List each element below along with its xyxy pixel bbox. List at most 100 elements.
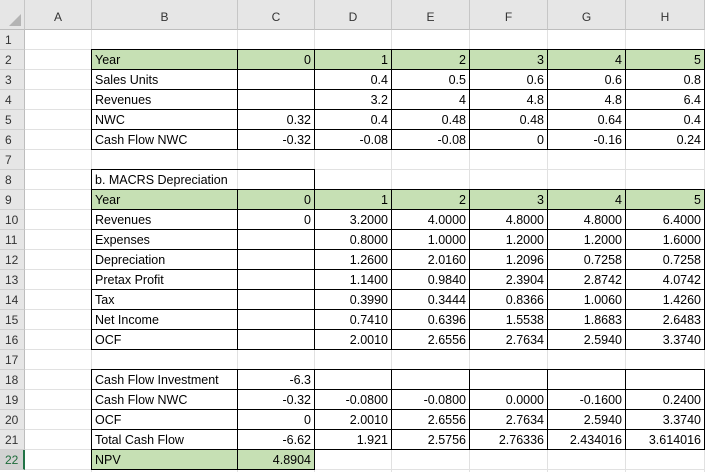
- row-header-18[interactable]: 18: [0, 370, 25, 390]
- cell-E9[interactable]: 2: [391, 189, 470, 210]
- cell-E18[interactable]: [391, 369, 470, 390]
- cell-D21[interactable]: 1.921: [314, 429, 392, 450]
- row-header-5[interactable]: 5: [0, 110, 25, 130]
- cell-F19[interactable]: 0.0000: [469, 389, 548, 410]
- cell-C4[interactable]: [237, 89, 315, 110]
- cell-G9[interactable]: 4: [547, 189, 626, 210]
- cell-F16[interactable]: 2.7634: [469, 329, 548, 350]
- cell-H20[interactable]: 3.3740: [625, 409, 705, 430]
- cell-E10[interactable]: 4.0000: [391, 209, 470, 230]
- row-header-19[interactable]: 19: [0, 390, 25, 410]
- cell-H10[interactable]: 6.4000: [625, 209, 705, 230]
- cell-D13[interactable]: 1.1400: [314, 269, 392, 290]
- cell-C2[interactable]: 0: [237, 49, 315, 70]
- cell-F18[interactable]: [469, 369, 548, 390]
- cell-E15[interactable]: 0.6396: [391, 309, 470, 330]
- cell-G13[interactable]: 2.8742: [547, 269, 626, 290]
- npv-label[interactable]: NPV: [91, 449, 238, 470]
- cell-F4[interactable]: 4.8: [469, 89, 548, 110]
- cell-G15[interactable]: 1.8683: [547, 309, 626, 330]
- cell-D19[interactable]: -0.0800: [314, 389, 392, 410]
- cell-F6[interactable]: 0: [469, 129, 548, 150]
- cell-E21[interactable]: 2.5756: [391, 429, 470, 450]
- column-header-e[interactable]: E: [392, 0, 470, 30]
- cell-E5[interactable]: 0.48: [391, 109, 470, 130]
- cell-H5[interactable]: 0.4: [625, 109, 705, 130]
- row-header-20[interactable]: 20: [0, 410, 25, 430]
- cell-D3[interactable]: 0.4: [314, 69, 392, 90]
- row-header-17[interactable]: 17: [0, 350, 25, 370]
- cell-H18[interactable]: [625, 369, 705, 390]
- row-header-22[interactable]: 22: [0, 450, 25, 470]
- cell-F14[interactable]: 0.8366: [469, 289, 548, 310]
- cell-D5[interactable]: 0.4: [314, 109, 392, 130]
- cell-D10[interactable]: 3.2000: [314, 209, 392, 230]
- column-header-g[interactable]: G: [548, 0, 626, 30]
- cell-C16[interactable]: [237, 329, 315, 350]
- column-header-f[interactable]: F: [470, 0, 548, 30]
- cell-H6[interactable]: 0.24: [625, 129, 705, 150]
- cell-F20[interactable]: 2.7634: [469, 409, 548, 430]
- cell-C5[interactable]: 0.32: [237, 109, 315, 130]
- cell-H15[interactable]: 2.6483: [625, 309, 705, 330]
- column-header-b[interactable]: B: [92, 0, 238, 30]
- row-header-16[interactable]: 16: [0, 330, 25, 350]
- row-header-21[interactable]: 21: [0, 430, 25, 450]
- cell-D15[interactable]: 0.7410: [314, 309, 392, 330]
- row-header-4[interactable]: 4: [0, 90, 25, 110]
- table-title-macrs[interactable]: b. MACRS Depreciation: [91, 169, 315, 190]
- cell-F2[interactable]: 3: [469, 49, 548, 70]
- select-all-corner[interactable]: [0, 0, 25, 30]
- row-label-ocf[interactable]: OCF: [91, 409, 238, 430]
- row-label-total-cash-flow[interactable]: Total Cash Flow: [91, 429, 238, 450]
- cell-E3[interactable]: 0.5: [391, 69, 470, 90]
- row-header-10[interactable]: 10: [0, 210, 25, 230]
- row-label-sales-units[interactable]: Sales Units: [91, 69, 238, 90]
- cell-C18[interactable]: -6.3: [237, 369, 315, 390]
- cell-G19[interactable]: -0.1600: [547, 389, 626, 410]
- cell-C11[interactable]: [237, 229, 315, 250]
- cell-F5[interactable]: 0.48: [469, 109, 548, 130]
- cell-F13[interactable]: 2.3904: [469, 269, 548, 290]
- cell-H11[interactable]: 1.6000: [625, 229, 705, 250]
- row-label-pretax-profit[interactable]: Pretax Profit: [91, 269, 238, 290]
- cell-D6[interactable]: -0.08: [314, 129, 392, 150]
- cell-H12[interactable]: 0.7258: [625, 249, 705, 270]
- row-label-year[interactable]: Year: [91, 49, 238, 70]
- row-header-11[interactable]: 11: [0, 230, 25, 250]
- cell-G16[interactable]: 2.5940: [547, 329, 626, 350]
- cell-C20[interactable]: 0: [237, 409, 315, 430]
- npv-value[interactable]: 4.8904: [237, 449, 315, 470]
- cell-H3[interactable]: 0.8: [625, 69, 705, 90]
- row-label-tax[interactable]: Tax: [91, 289, 238, 310]
- cell-H4[interactable]: 6.4: [625, 89, 705, 110]
- row-header-3[interactable]: 3: [0, 70, 25, 90]
- cell-H14[interactable]: 1.4260: [625, 289, 705, 310]
- cell-H13[interactable]: 4.0742: [625, 269, 705, 290]
- cell-D14[interactable]: 0.3990: [314, 289, 392, 310]
- row-header-2[interactable]: 2: [0, 50, 25, 70]
- row-label-revenues[interactable]: Revenues: [91, 209, 238, 230]
- column-header-a[interactable]: A: [25, 0, 92, 30]
- cell-D9[interactable]: 1: [314, 189, 392, 210]
- cell-D12[interactable]: 1.2600: [314, 249, 392, 270]
- cell-G21[interactable]: 2.434016: [547, 429, 626, 450]
- cell-G10[interactable]: 4.8000: [547, 209, 626, 230]
- cell-F3[interactable]: 0.6: [469, 69, 548, 90]
- cell-F11[interactable]: 1.2000: [469, 229, 548, 250]
- cell-C21[interactable]: -6.62: [237, 429, 315, 450]
- row-label-revenues[interactable]: Revenues: [91, 89, 238, 110]
- cell-H9[interactable]: 5: [625, 189, 705, 210]
- cell-G4[interactable]: 4.8: [547, 89, 626, 110]
- row-header-8[interactable]: 8: [0, 170, 25, 190]
- cell-G20[interactable]: 2.5940: [547, 409, 626, 430]
- cell-F15[interactable]: 1.5538: [469, 309, 548, 330]
- row-header-12[interactable]: 12: [0, 250, 25, 270]
- row-label-ocf[interactable]: OCF: [91, 329, 238, 350]
- cell-C3[interactable]: [237, 69, 315, 90]
- cell-D2[interactable]: 1: [314, 49, 392, 70]
- cell-C10[interactable]: 0: [237, 209, 315, 230]
- cell-E4[interactable]: 4: [391, 89, 470, 110]
- cell-G11[interactable]: 1.2000: [547, 229, 626, 250]
- cell-E13[interactable]: 0.9840: [391, 269, 470, 290]
